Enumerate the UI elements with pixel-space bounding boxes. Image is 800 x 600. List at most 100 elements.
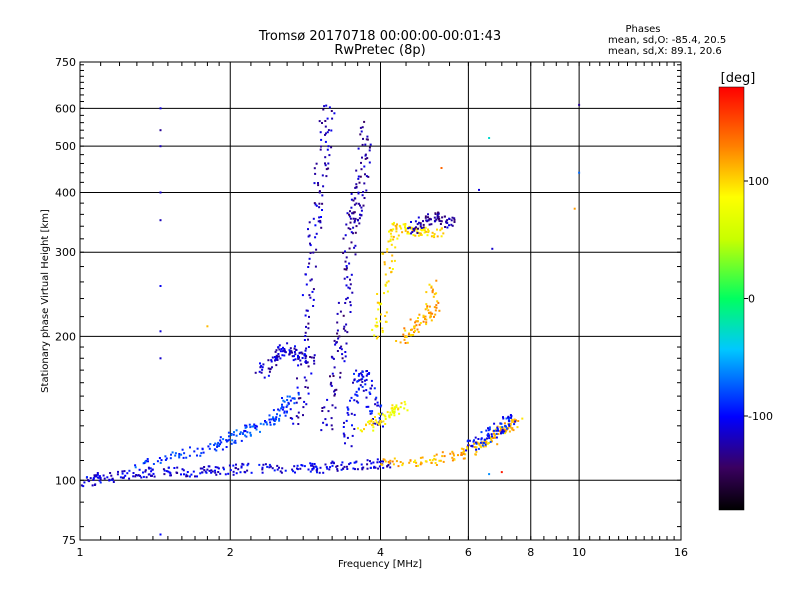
data-point	[578, 171, 581, 174]
data-point	[309, 244, 312, 247]
data-point	[440, 167, 443, 169]
data-point	[281, 403, 283, 406]
data-point	[140, 476, 143, 479]
data-point	[363, 428, 365, 431]
data-point	[320, 145, 322, 148]
data-point	[281, 397, 283, 399]
data-point	[276, 356, 279, 359]
data-point	[365, 378, 368, 381]
data-point	[196, 475, 198, 478]
data-point	[367, 175, 370, 178]
data-point	[376, 401, 379, 404]
data-point	[419, 222, 422, 225]
data-point	[343, 421, 345, 424]
data-point	[121, 470, 124, 473]
data-point	[361, 375, 364, 378]
data-point	[345, 342, 348, 345]
data-point	[384, 283, 387, 286]
data-point	[346, 436, 349, 439]
data-point	[254, 424, 257, 427]
data-point	[433, 306, 436, 309]
data-point	[110, 478, 113, 481]
data-point	[110, 474, 113, 477]
data-point	[319, 219, 322, 222]
data-point	[393, 412, 396, 415]
data-point	[274, 357, 277, 360]
data-point	[342, 432, 345, 435]
data-point	[278, 348, 281, 351]
data-point	[305, 403, 308, 406]
data-point	[415, 324, 418, 327]
data-point	[261, 368, 264, 371]
data-point	[356, 468, 359, 471]
data-point	[289, 347, 292, 350]
data-point	[430, 218, 432, 221]
data-point	[387, 460, 390, 463]
data-point	[393, 411, 396, 413]
data-point	[410, 221, 412, 223]
data-point	[91, 484, 94, 487]
data-point	[300, 363, 303, 366]
data-point	[406, 341, 409, 344]
data-point	[96, 473, 99, 476]
data-point	[357, 401, 360, 404]
data-point	[287, 401, 290, 404]
data-point	[409, 459, 412, 462]
data-point	[228, 435, 230, 438]
data-point	[429, 459, 431, 461]
data-point	[306, 309, 309, 312]
data-point	[318, 190, 321, 193]
data-point	[344, 355, 347, 358]
data-point	[304, 357, 307, 360]
data-point	[404, 224, 407, 227]
data-point	[384, 315, 387, 317]
data-point	[488, 436, 491, 438]
data-point	[346, 331, 349, 334]
data-point	[507, 415, 510, 418]
data-point	[309, 279, 312, 282]
data-point	[409, 318, 412, 321]
data-point	[499, 426, 502, 429]
data-point	[511, 428, 514, 431]
data-point	[441, 216, 444, 219]
data-point	[353, 221, 356, 224]
data-point	[83, 481, 86, 484]
data-point	[276, 413, 278, 416]
data-point	[124, 474, 127, 477]
data-point	[353, 211, 356, 214]
data-point	[486, 437, 488, 440]
data-point	[450, 219, 453, 222]
data-point	[171, 451, 174, 454]
data-point	[464, 453, 467, 456]
colorbar-ticks: 100 0 -100	[744, 175, 773, 423]
data-point	[137, 474, 140, 477]
data-point	[393, 259, 396, 262]
data-point	[381, 327, 384, 330]
data-point	[488, 426, 491, 429]
data-point	[388, 230, 390, 233]
data-point	[376, 301, 379, 304]
data-point	[415, 465, 418, 467]
data-point	[334, 389, 336, 392]
data-point	[390, 235, 393, 238]
data-point	[377, 412, 380, 415]
data-point	[377, 308, 380, 311]
data-point	[391, 411, 394, 414]
data-point	[369, 410, 372, 413]
data-point	[405, 227, 408, 230]
data-point	[180, 453, 183, 456]
data-point	[305, 355, 308, 358]
data-point	[95, 474, 98, 477]
data-point	[313, 354, 316, 357]
data-point	[500, 431, 503, 433]
data-point	[331, 356, 334, 359]
data-point	[331, 428, 334, 431]
data-point	[404, 229, 407, 232]
data-point	[360, 373, 363, 376]
data-point	[213, 448, 216, 451]
data-point	[304, 360, 307, 363]
data-point	[330, 462, 333, 465]
data-point	[210, 469, 213, 472]
data-point	[308, 315, 310, 318]
data-point	[294, 471, 296, 474]
